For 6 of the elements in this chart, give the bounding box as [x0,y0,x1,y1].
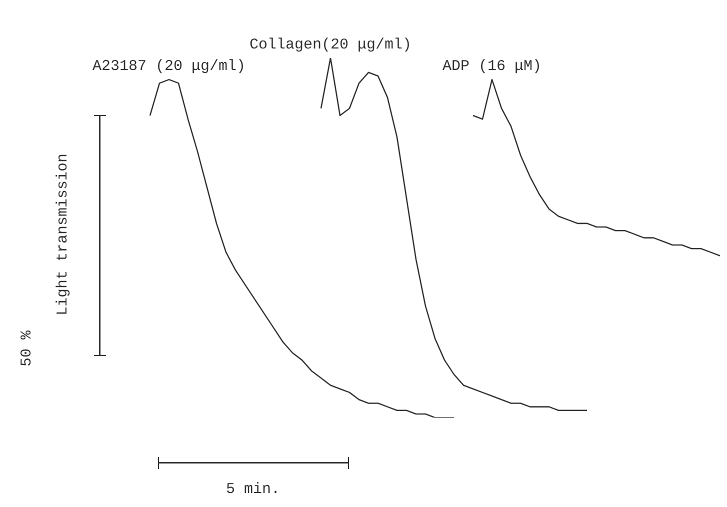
text: 5 min. [224,481,281,498]
series-label: Collagen(20 μg/ml) [249,36,412,54]
y-axis-title: Light transmission [54,152,72,318]
series-label: ADP (16 μM) [442,58,542,76]
text: 50 % [18,330,36,369]
series-label: A23187 (20 μg/ml) [92,58,246,76]
